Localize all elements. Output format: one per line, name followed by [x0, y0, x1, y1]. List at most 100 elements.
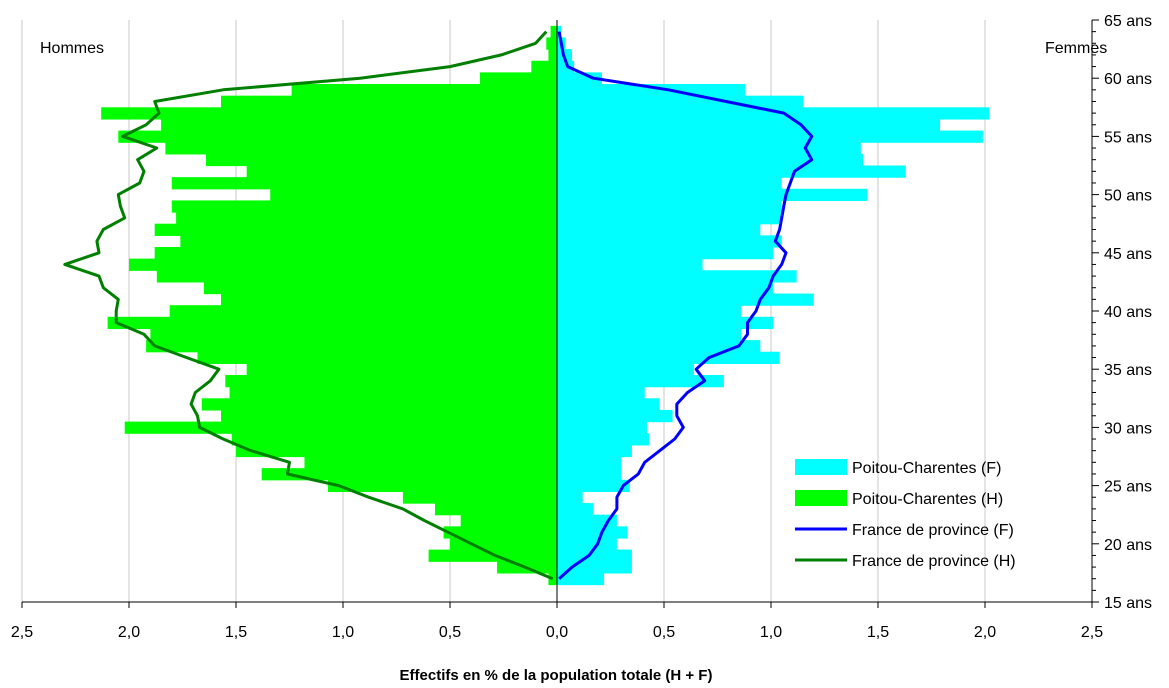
legend-label: France de province (H)	[852, 553, 1016, 570]
bar-hommes	[203, 281, 557, 295]
bar-hommes	[246, 363, 557, 376]
line-france-province-h	[63, 30, 554, 581]
x-tick-label: 1,0	[760, 624, 782, 641]
y-tick-label: 60 ans	[1104, 71, 1152, 88]
legend-label: Poitou-Charentes (H)	[852, 491, 1003, 508]
bar-hommes	[154, 223, 557, 236]
bar-femmes	[557, 281, 774, 295]
x-tick-label: 2,0	[118, 624, 140, 641]
bar-femmes	[557, 398, 660, 411]
bar-femmes	[557, 107, 990, 120]
bar-femmes	[557, 258, 703, 271]
bar-femmes	[557, 503, 594, 516]
bar-femmes	[557, 246, 774, 260]
bar-femmes	[557, 514, 617, 527]
bar-hommes	[270, 188, 557, 202]
y-tick-label: 30 ans	[1104, 420, 1152, 437]
bar-hommes	[328, 479, 557, 493]
bar-femmes	[557, 95, 804, 108]
bar-hommes	[546, 37, 557, 50]
bar-femmes	[557, 468, 622, 481]
bar-hommes	[146, 340, 557, 353]
x-tick-label: 1,5	[225, 624, 247, 641]
bar-hommes	[221, 95, 557, 108]
bar-hommes	[150, 328, 557, 341]
bar-hommes	[550, 25, 557, 39]
bar-femmes	[557, 537, 617, 551]
bar-hommes	[435, 503, 557, 516]
y-tick-label: 20 ans	[1104, 537, 1152, 554]
bar-femmes	[557, 456, 622, 469]
lines-layer	[63, 30, 814, 581]
y-tick-label: 40 ans	[1104, 304, 1152, 321]
bar-hommes	[479, 72, 557, 85]
bar-femmes	[557, 235, 782, 248]
bar-femmes	[557, 84, 746, 97]
left-side-label: Hommes	[40, 40, 104, 57]
bar-femmes	[557, 177, 782, 190]
bar-hommes	[197, 351, 558, 364]
bar-hommes	[154, 246, 557, 260]
bar-femmes	[557, 293, 814, 306]
axes-layer: 2,5 2,0 1,5 1,0 0,5 0,0 0,5 1,0 1,5 2,0 2,515 ans2…	[11, 13, 1152, 641]
bar-femmes	[557, 409, 673, 423]
bar-hommes	[171, 200, 558, 213]
bar-hommes	[171, 177, 558, 190]
bar-hommes	[229, 386, 557, 399]
legend-swatch	[795, 490, 847, 506]
bar-hommes	[169, 305, 557, 318]
legend-label: Poitou-Charentes (F)	[852, 460, 1001, 477]
bar-hommes	[402, 491, 557, 504]
bar-hommes	[124, 421, 557, 434]
legend-label: France de province (F)	[852, 522, 1014, 539]
bar-hommes	[101, 107, 558, 120]
y-tick-label: 25 ans	[1104, 479, 1152, 496]
x-tick-label: 2,5	[1081, 624, 1103, 641]
x-tick-label: 2,5	[11, 624, 33, 641]
bar-hommes	[304, 456, 557, 469]
bar-femmes	[557, 386, 645, 399]
bar-femmes	[557, 60, 575, 73]
bar-femmes	[557, 153, 864, 167]
bar-hommes	[548, 572, 557, 586]
bar-hommes	[460, 514, 557, 527]
bar-hommes	[531, 60, 557, 73]
bar-femmes	[557, 118, 941, 132]
bar-femmes	[557, 188, 868, 202]
bar-femmes	[557, 316, 774, 330]
bar-femmes	[557, 526, 628, 539]
y-tick-label: 45 ans	[1104, 246, 1152, 263]
x-tick-label: 0,5	[653, 624, 675, 641]
bar-hommes	[246, 165, 557, 178]
bar-hommes	[107, 316, 557, 330]
bar-hommes	[443, 526, 557, 539]
bar-hommes	[118, 130, 558, 143]
bar-hommes	[201, 398, 557, 411]
bar-femmes	[557, 444, 632, 458]
x-tick-label: 1,5	[867, 624, 889, 641]
bar-hommes	[161, 118, 557, 132]
bar-hommes	[165, 142, 557, 155]
legend: Poitou-Charentes (F) Poitou-Charentes (H)…	[795, 459, 1016, 570]
legend-swatch	[795, 459, 847, 475]
line-france-province-f	[557, 31, 814, 580]
bar-hommes	[221, 293, 557, 306]
bar-femmes	[557, 479, 630, 493]
bar-hommes	[261, 468, 557, 481]
y-tick-label: 15 ans	[1104, 595, 1152, 612]
bar-femmes	[557, 572, 605, 586]
bar-femmes	[557, 165, 906, 178]
bar-femmes	[557, 212, 782, 225]
bar-hommes	[225, 375, 558, 388]
bar-femmes	[557, 421, 647, 434]
bar-femmes	[557, 549, 632, 562]
y-tick-label: 50 ans	[1104, 188, 1152, 205]
bar-femmes	[557, 328, 742, 341]
bar-femmes	[557, 433, 650, 446]
bar-hommes	[236, 444, 557, 458]
x-tick-label: 0,0	[546, 624, 568, 641]
bar-hommes	[206, 153, 558, 167]
bar-femmes	[557, 375, 724, 388]
x-tick-label: 1,0	[332, 624, 354, 641]
x-tick-label: 0,5	[439, 624, 461, 641]
